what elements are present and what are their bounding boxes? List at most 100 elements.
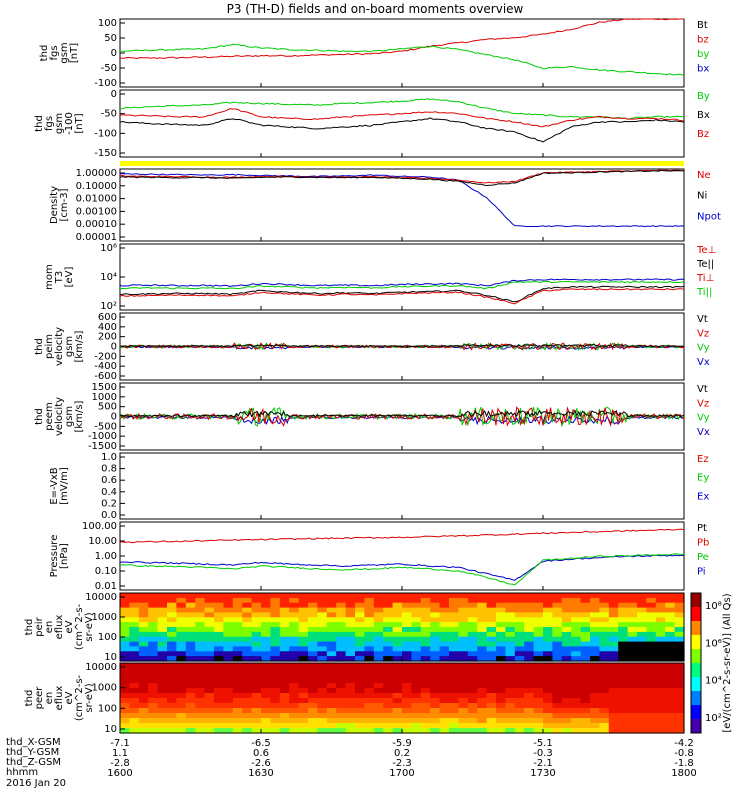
spectrogram-cell bbox=[439, 622, 450, 628]
spectrogram-cell bbox=[138, 593, 149, 599]
spectrogram-cell bbox=[571, 693, 582, 699]
spectrogram-cell bbox=[430, 698, 441, 704]
spectrogram-cell bbox=[665, 703, 676, 709]
spectrogram-cell bbox=[317, 683, 328, 689]
spectrogram-cell bbox=[251, 607, 262, 614]
spectrogram-cell bbox=[420, 612, 431, 618]
ytick-label: 50 bbox=[104, 33, 117, 44]
spectrogram-cell bbox=[232, 688, 243, 694]
spectrogram-cell bbox=[261, 728, 271, 734]
spectrogram-cell bbox=[242, 673, 253, 679]
spectrogram-cell bbox=[590, 713, 600, 719]
spectrogram-cell bbox=[355, 593, 365, 599]
spectrogram-cell bbox=[317, 597, 328, 604]
spectrogram-cell bbox=[533, 693, 544, 699]
spectrogram-cell bbox=[524, 663, 535, 669]
spectrogram-cell bbox=[524, 656, 535, 662]
spectrogram-cell bbox=[467, 597, 478, 604]
spectrogram-cell bbox=[185, 678, 196, 684]
spectrogram-cell bbox=[261, 636, 271, 643]
spectrogram-cell bbox=[420, 622, 431, 628]
spectrogram-cell bbox=[242, 688, 253, 694]
spectrogram-cell bbox=[148, 631, 159, 638]
spectrogram-cell bbox=[392, 646, 403, 652]
spectrogram-cell bbox=[195, 693, 206, 699]
spectrogram-cell bbox=[308, 673, 318, 679]
series-line-Pi bbox=[119, 554, 685, 581]
ylabel-line: E=-VxB bbox=[49, 467, 60, 504]
spectrogram-cell bbox=[458, 631, 469, 638]
spectrogram-cell bbox=[458, 718, 469, 724]
spectrogram-cell bbox=[355, 728, 365, 734]
spectrogram-cell bbox=[533, 673, 544, 679]
spectrogram-cell bbox=[383, 597, 394, 604]
spectrogram-cell bbox=[477, 688, 488, 694]
colorbar-tick: 10⁸ bbox=[705, 601, 722, 612]
spectrogram-cell bbox=[204, 713, 215, 719]
spectrogram-cell bbox=[665, 683, 676, 689]
spectrogram-cell bbox=[533, 663, 544, 669]
spectrogram-cell bbox=[345, 683, 356, 689]
spectrogram-cell bbox=[402, 673, 412, 679]
spectrogram-cell bbox=[420, 607, 431, 614]
spectrogram-cell bbox=[533, 688, 544, 694]
spectrogram-cell bbox=[204, 597, 215, 604]
spectrogram-cell bbox=[599, 612, 610, 618]
spectrogram-cell bbox=[383, 728, 394, 734]
spectrogram-cell bbox=[364, 688, 375, 694]
spectrogram-cell bbox=[148, 673, 159, 679]
spectrogram-cell bbox=[373, 668, 384, 674]
spectrogram-cell bbox=[477, 636, 488, 643]
spectrogram-cell bbox=[298, 627, 309, 633]
ytick-label: 10 bbox=[104, 652, 117, 663]
velocity-trace bbox=[119, 409, 685, 418]
spectrogram-cell bbox=[289, 627, 300, 633]
spectrogram-cell bbox=[627, 597, 638, 604]
ytick-label: -100 bbox=[94, 128, 117, 139]
spectrogram-cell bbox=[157, 612, 168, 618]
spectrogram-cell bbox=[486, 636, 497, 643]
spectrogram-cell bbox=[317, 663, 328, 669]
ylabel-line: gsm bbox=[59, 42, 70, 63]
spectrogram-cell bbox=[449, 703, 459, 709]
spectrogram-cell bbox=[402, 656, 412, 662]
spectrogram-cell bbox=[336, 668, 347, 674]
ytick-label: 1000 bbox=[92, 392, 117, 403]
spectrogram-cell bbox=[232, 597, 243, 604]
spectrogram-cell bbox=[449, 597, 459, 604]
spectrogram-cell bbox=[665, 673, 676, 679]
ytick-label: 100.00 bbox=[82, 521, 117, 532]
spectrogram-cell bbox=[552, 641, 563, 648]
spectrogram-cell bbox=[655, 678, 666, 684]
spectrogram-cell bbox=[364, 612, 375, 618]
spectrogram-cell bbox=[486, 693, 497, 699]
spectrogram-cell bbox=[232, 728, 243, 734]
spectrogram-cell bbox=[289, 723, 300, 729]
spectrogram-cell bbox=[552, 718, 563, 724]
spectrogram-cell bbox=[514, 718, 525, 724]
spectrogram-cell bbox=[261, 668, 271, 674]
spectrogram-cell bbox=[543, 718, 553, 724]
spectrogram-cell bbox=[138, 728, 149, 734]
spectrogram-cell bbox=[467, 668, 478, 674]
spectrogram-cell bbox=[167, 678, 177, 684]
spectrogram-cell bbox=[242, 698, 253, 704]
spectrogram-cell bbox=[138, 683, 149, 689]
spectrogram-cell bbox=[430, 622, 441, 628]
spectrogram-cell bbox=[637, 636, 647, 643]
spectrogram-cell bbox=[439, 617, 450, 623]
ylabel-line: sr-eV) bbox=[84, 612, 95, 641]
spectrogram-cell bbox=[505, 651, 516, 657]
plot-date: 2016 Jan 20 bbox=[6, 778, 66, 789]
spectrogram-cell bbox=[458, 713, 469, 719]
spectrogram-cell bbox=[195, 641, 206, 648]
spectrogram-cell bbox=[496, 708, 506, 714]
legend-label: Bt bbox=[697, 20, 708, 31]
spectrogram-cell bbox=[646, 673, 657, 679]
spectrogram-cell bbox=[336, 693, 347, 699]
spectrogram-cell bbox=[411, 627, 422, 633]
spectrogram-cell bbox=[618, 713, 629, 719]
ylabel-line: eflux bbox=[54, 615, 65, 640]
spectrogram-cell bbox=[411, 668, 422, 674]
spectrogram-cell bbox=[477, 678, 488, 684]
